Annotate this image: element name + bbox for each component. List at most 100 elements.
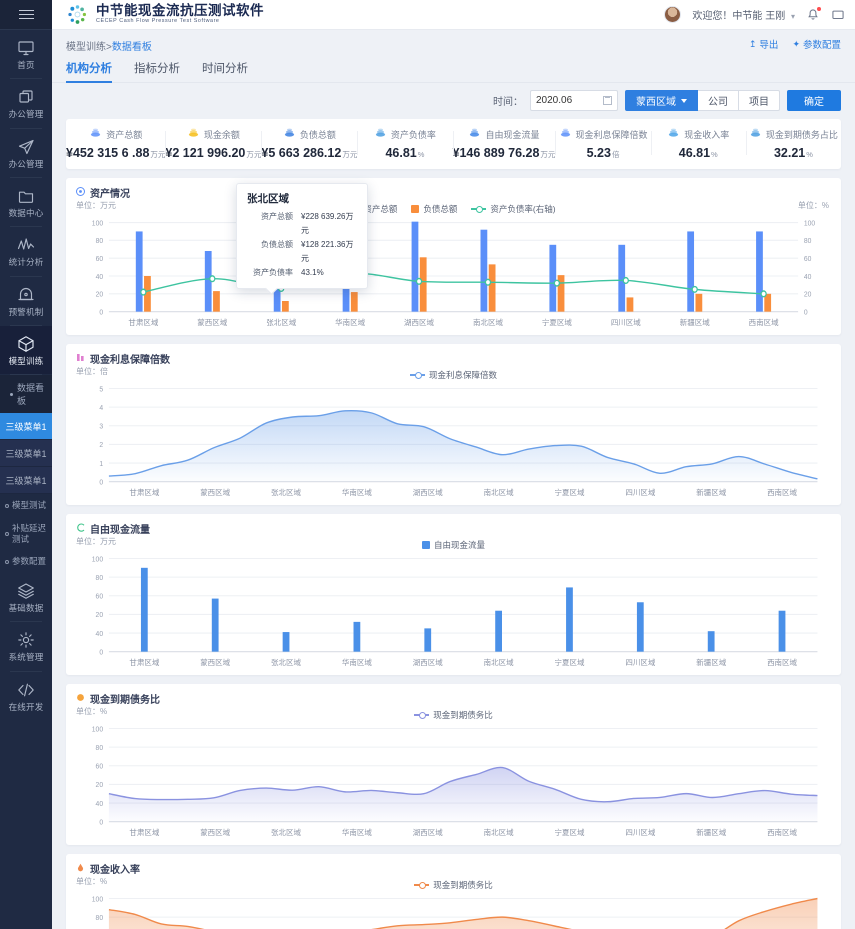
legend-label: 负债总额 (423, 204, 458, 214)
tab-时间分析[interactable]: 时间分析 (202, 60, 248, 82)
tool-导出[interactable]: ↥ 导出 (749, 37, 779, 52)
svg-text:60: 60 (96, 591, 104, 600)
stat-card-负债总额[interactable]: 负债总额 ¥5 663 286.12万元 (261, 126, 357, 160)
bar[interactable] (756, 231, 763, 312)
data-point[interactable] (691, 285, 698, 293)
bar[interactable] (695, 293, 703, 312)
sidebar-item-模型训练[interactable]: 模型训练 (0, 326, 52, 375)
data-point[interactable] (553, 279, 561, 287)
sidebar-item-数据中心[interactable]: 数据中心 (0, 178, 52, 226)
sidebar-item-系统管理[interactable]: 系统管理 (0, 622, 52, 670)
bar[interactable] (495, 610, 502, 652)
stat-unit: % (806, 150, 813, 159)
confirm-button[interactable]: 确定 (787, 90, 841, 111)
bar[interactable] (419, 257, 427, 312)
sidebar-item-办公管理[interactable]: 办公管理 (0, 79, 52, 127)
bar[interactable] (140, 567, 148, 652)
data-point[interactable] (415, 277, 423, 285)
scope-option-项目[interactable]: 项目 (739, 90, 780, 111)
sidebar-third-item[interactable]: 三级菜单1 (0, 413, 52, 441)
sidebar-item-在线开发[interactable]: 在线开发 (0, 672, 52, 720)
sidebar-item-预警机制[interactable]: 预警机制 (0, 277, 52, 325)
bar[interactable] (211, 598, 219, 652)
bar[interactable] (424, 628, 432, 652)
xaxis-tick: 蒙西区域 (200, 658, 231, 667)
bar[interactable] (707, 631, 715, 652)
legend-item[interactable]: 负债总额 (411, 203, 457, 215)
sidebar-item-label: 基础数据 (8, 602, 44, 613)
stat-card-资产总额[interactable]: 资产总额 ¥452 315 6 .88万元 (66, 126, 165, 160)
bar[interactable] (213, 291, 220, 312)
legend-swatch (421, 541, 430, 549)
bar[interactable] (687, 231, 695, 312)
legend-item[interactable]: 自由现金流量 (421, 539, 485, 551)
bar[interactable] (488, 264, 496, 312)
bar[interactable] (282, 632, 290, 652)
bar[interactable] (626, 297, 634, 312)
sidebar-item-统计分析[interactable]: 统计分析 (0, 227, 52, 275)
stat-value: 46.81% (651, 146, 746, 160)
bell-icon[interactable] (806, 6, 821, 22)
stat-card-自由现金流量[interactable]: 自由现金流量 ¥146 889 76.28万元 (452, 126, 555, 160)
data-point[interactable] (484, 278, 492, 286)
bar[interactable] (135, 231, 143, 312)
bar[interactable] (204, 251, 212, 312)
sidebar-item-首页[interactable]: 首页 (0, 30, 52, 78)
legend-item[interactable]: 现金到期债务比 (414, 709, 493, 721)
chart-legend-free-cash-flow: 自由现金流量 (76, 538, 831, 552)
sidebar-item-基础数据[interactable]: 基础数据 (0, 573, 52, 621)
breadcrumb-current[interactable]: 数据看板 (111, 42, 152, 53)
bar[interactable] (557, 275, 565, 312)
breadcrumb-parent[interactable]: 模型训练 (66, 42, 106, 53)
bar[interactable] (350, 292, 358, 312)
bar[interactable] (144, 276, 151, 312)
sidebar-third-item[interactable]: 三级菜单1 (0, 467, 52, 495)
data-point[interactable] (140, 288, 147, 296)
data-point[interactable] (760, 290, 767, 298)
bar[interactable] (764, 293, 772, 312)
xaxis-tick: 张北区域 (266, 318, 297, 327)
bar[interactable] (778, 610, 786, 652)
data-point[interactable] (209, 275, 216, 283)
bar[interactable] (480, 229, 488, 312)
stat-card-现金余额[interactable]: 现金余额 ¥2 121 996.20万元 (165, 126, 261, 160)
bar[interactable] (549, 244, 557, 312)
bar[interactable] (281, 301, 289, 312)
xaxis-tick: 新疆区域 (679, 318, 710, 327)
message-icon[interactable] (831, 8, 845, 22)
stat-card-资产负债率[interactable]: 资产负债率 46.81% (357, 126, 452, 160)
sidebar-subitem-参数配置[interactable]: 参数配置 (0, 550, 52, 573)
scope-option-蒙西区域[interactable]: 蒙西区域 (625, 90, 698, 111)
tab-机构分析[interactable]: 机构分析 (66, 60, 112, 83)
data-point[interactable] (622, 276, 629, 284)
sidebar-subitem-补贴延迟测试[interactable]: 补贴延迟测试 (0, 517, 52, 550)
xaxis-tick: 南北区域 (483, 488, 514, 497)
legend-label: 现金到期债务比 (433, 880, 493, 890)
sidebar-subitem-模型测试[interactable]: 模型测试 (0, 494, 52, 517)
hamburger-menu-icon[interactable] (0, 0, 52, 30)
bar[interactable] (618, 244, 626, 312)
stat-card-现金到期债务占比[interactable]: 现金到期债务占比 32.21% (745, 126, 841, 160)
xaxis-tick: 西南区域 (767, 658, 798, 667)
bar[interactable] (411, 221, 419, 312)
date-input[interactable]: 2020.06 (530, 90, 618, 111)
bar[interactable] (636, 602, 644, 652)
legend-item[interactable]: 资产负债率(右轴) (471, 203, 556, 215)
avatar[interactable] (664, 6, 682, 23)
legend-item[interactable]: 现金利息保障倍数 (409, 369, 497, 381)
tool-label: 导出 (759, 40, 779, 51)
legend-item[interactable]: 现金到期债务比 (414, 879, 493, 891)
xaxis-tick: 宁夏区域 (554, 828, 585, 837)
sidebar-third-item[interactable]: 三级菜单1 (0, 440, 52, 468)
stat-card-现金收入率[interactable]: 现金收入率 46.81% (650, 126, 746, 160)
bar[interactable] (566, 587, 573, 652)
scope-option-公司[interactable]: 公司 (698, 90, 739, 111)
stat-card-现金利息保障倍数[interactable]: 现金利息保障倍数 5.23倍 (555, 126, 650, 160)
tool-参数配置[interactable]: ✦ 参数配置 (792, 37, 841, 52)
sidebar-divider (10, 78, 42, 80)
bar[interactable] (353, 621, 361, 652)
chevron-down-icon[interactable]: ▾ (790, 12, 795, 21)
tab-指标分析[interactable]: 指标分析 (134, 60, 180, 82)
sidebar-item-办公管理[interactable]: 办公管理 (0, 129, 52, 177)
sidebar-subitem-数据看板[interactable]: 数据看板 (0, 375, 52, 414)
